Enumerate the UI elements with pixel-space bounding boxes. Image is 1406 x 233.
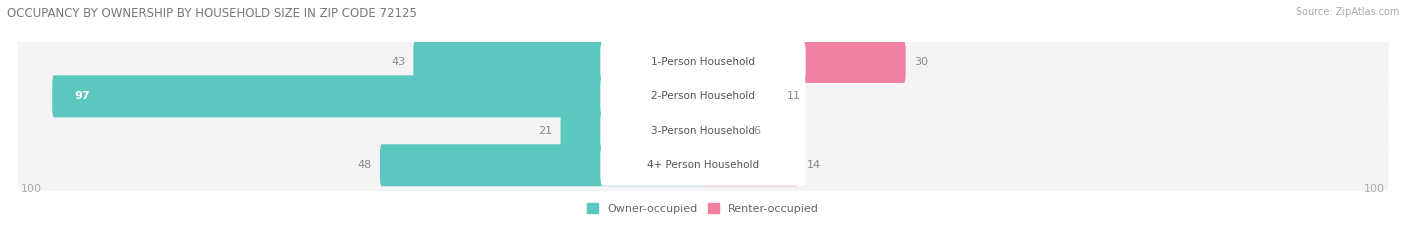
Text: OCCUPANCY BY OWNERSHIP BY HOUSEHOLD SIZE IN ZIP CODE 72125: OCCUPANCY BY OWNERSHIP BY HOUSEHOLD SIZE… (7, 7, 418, 20)
Text: 43: 43 (391, 57, 405, 67)
Legend: Owner-occupied, Renter-occupied: Owner-occupied, Renter-occupied (582, 199, 824, 218)
FancyBboxPatch shape (380, 144, 704, 186)
Text: 48: 48 (357, 160, 373, 170)
FancyBboxPatch shape (702, 75, 779, 117)
Text: 100: 100 (1364, 184, 1385, 194)
FancyBboxPatch shape (600, 145, 806, 186)
Text: 30: 30 (914, 57, 928, 67)
Text: 2-Person Household: 2-Person Household (651, 91, 755, 101)
FancyBboxPatch shape (17, 33, 1389, 91)
FancyBboxPatch shape (52, 75, 704, 117)
FancyBboxPatch shape (600, 110, 806, 151)
Text: 6: 6 (754, 126, 761, 136)
Text: 14: 14 (807, 160, 821, 170)
FancyBboxPatch shape (17, 102, 1389, 160)
Text: 21: 21 (538, 126, 553, 136)
Text: 4+ Person Household: 4+ Person Household (647, 160, 759, 170)
FancyBboxPatch shape (17, 67, 1389, 126)
Text: 97: 97 (75, 91, 90, 101)
FancyBboxPatch shape (702, 144, 799, 186)
FancyBboxPatch shape (702, 41, 905, 83)
FancyBboxPatch shape (600, 76, 806, 117)
FancyBboxPatch shape (600, 41, 806, 82)
Text: 3-Person Household: 3-Person Household (651, 126, 755, 136)
FancyBboxPatch shape (17, 136, 1389, 195)
Text: 100: 100 (21, 184, 42, 194)
FancyBboxPatch shape (413, 41, 704, 83)
Text: 1-Person Household: 1-Person Household (651, 57, 755, 67)
FancyBboxPatch shape (702, 110, 745, 152)
Text: 11: 11 (786, 91, 800, 101)
FancyBboxPatch shape (561, 110, 704, 152)
Text: Source: ZipAtlas.com: Source: ZipAtlas.com (1295, 7, 1399, 17)
